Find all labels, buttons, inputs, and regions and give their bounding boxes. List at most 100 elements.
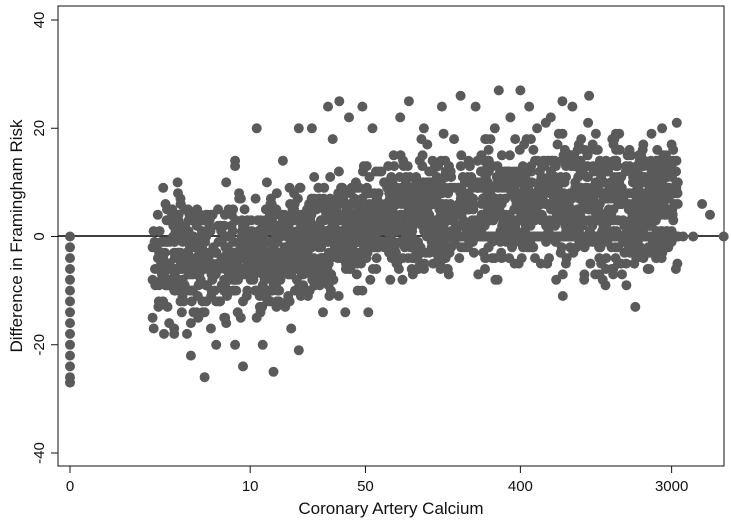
data-point (456, 242, 466, 253)
data-point (590, 128, 601, 139)
data-point (483, 242, 494, 253)
data-point (592, 166, 603, 177)
data-point (330, 231, 341, 242)
data-point (176, 307, 187, 318)
data-point (333, 291, 344, 301)
data-point (509, 204, 520, 215)
data-point (587, 139, 598, 150)
data-point (502, 226, 513, 237)
data-point (294, 264, 305, 274)
data-point (241, 291, 252, 301)
data-point (537, 177, 548, 188)
data-point (65, 307, 75, 318)
data-point (621, 199, 632, 209)
data-point (202, 209, 213, 220)
data-point (230, 215, 241, 226)
data-point (442, 264, 453, 274)
data-point (553, 128, 564, 139)
data-point (370, 199, 381, 209)
data-point (439, 172, 449, 182)
data-point (617, 269, 627, 280)
data-point (568, 220, 579, 231)
x-tick-label: 3000 (655, 478, 688, 495)
x-tick-label: 0 (66, 478, 74, 495)
data-point (186, 296, 197, 307)
data-point (532, 123, 543, 134)
data-point (668, 144, 679, 155)
data-point (65, 274, 75, 285)
data-point (465, 220, 476, 231)
data-point (697, 199, 708, 209)
data-point (65, 350, 75, 361)
data-point (219, 220, 230, 231)
data-point (595, 242, 606, 253)
data-point (233, 269, 244, 280)
data-point (525, 199, 536, 209)
data-point (273, 269, 284, 280)
data-point (496, 253, 507, 264)
x-tick-label: 10 (242, 478, 259, 495)
data-point (671, 117, 682, 128)
data-point (413, 236, 423, 247)
data-point (179, 220, 190, 231)
data-point (65, 318, 75, 329)
data-point (544, 172, 555, 182)
data-point (505, 112, 516, 123)
data-point (265, 204, 276, 215)
data-point (445, 166, 456, 177)
data-point (495, 172, 506, 182)
data-point (293, 345, 304, 356)
data-point (557, 291, 568, 301)
data-point (518, 209, 529, 220)
data-point (485, 188, 496, 199)
data-point (480, 177, 491, 188)
data-point (172, 177, 183, 188)
data-point (390, 247, 401, 258)
data-point (245, 274, 256, 285)
data-point (367, 242, 378, 253)
data-point (319, 258, 330, 269)
data-point (320, 231, 331, 242)
data-point (173, 188, 183, 199)
data-point (186, 209, 197, 220)
data-point (660, 188, 671, 199)
data-point (400, 226, 411, 237)
data-point (402, 193, 412, 204)
data-point (323, 101, 333, 112)
data-point (357, 285, 368, 296)
data-point (636, 220, 647, 231)
data-point (65, 242, 75, 253)
data-point (239, 204, 250, 215)
data-point (501, 182, 512, 193)
data-point (303, 215, 314, 226)
data-point (649, 242, 660, 253)
data-point (672, 177, 683, 188)
data-point (275, 231, 286, 242)
data-point (584, 90, 595, 101)
data-point (496, 150, 507, 161)
data-point (417, 182, 428, 193)
data-point (167, 264, 178, 274)
data-point (361, 215, 372, 226)
data-point (389, 161, 400, 172)
data-point (587, 220, 598, 231)
data-point (476, 199, 487, 209)
data-point (489, 123, 500, 134)
data-point (240, 247, 251, 258)
data-point (279, 209, 290, 220)
data-point (272, 296, 283, 307)
data-point (539, 188, 550, 199)
data-point (464, 161, 475, 172)
data-point (664, 231, 675, 242)
data-point (218, 285, 229, 296)
data-point (251, 123, 262, 134)
data-point (705, 209, 715, 220)
data-point (261, 215, 272, 226)
data-point (428, 258, 439, 269)
data-point (170, 285, 181, 296)
data-point (414, 155, 425, 166)
data-point (590, 269, 601, 280)
data-point (567, 101, 578, 112)
data-point (169, 328, 180, 339)
data-point (365, 274, 376, 285)
